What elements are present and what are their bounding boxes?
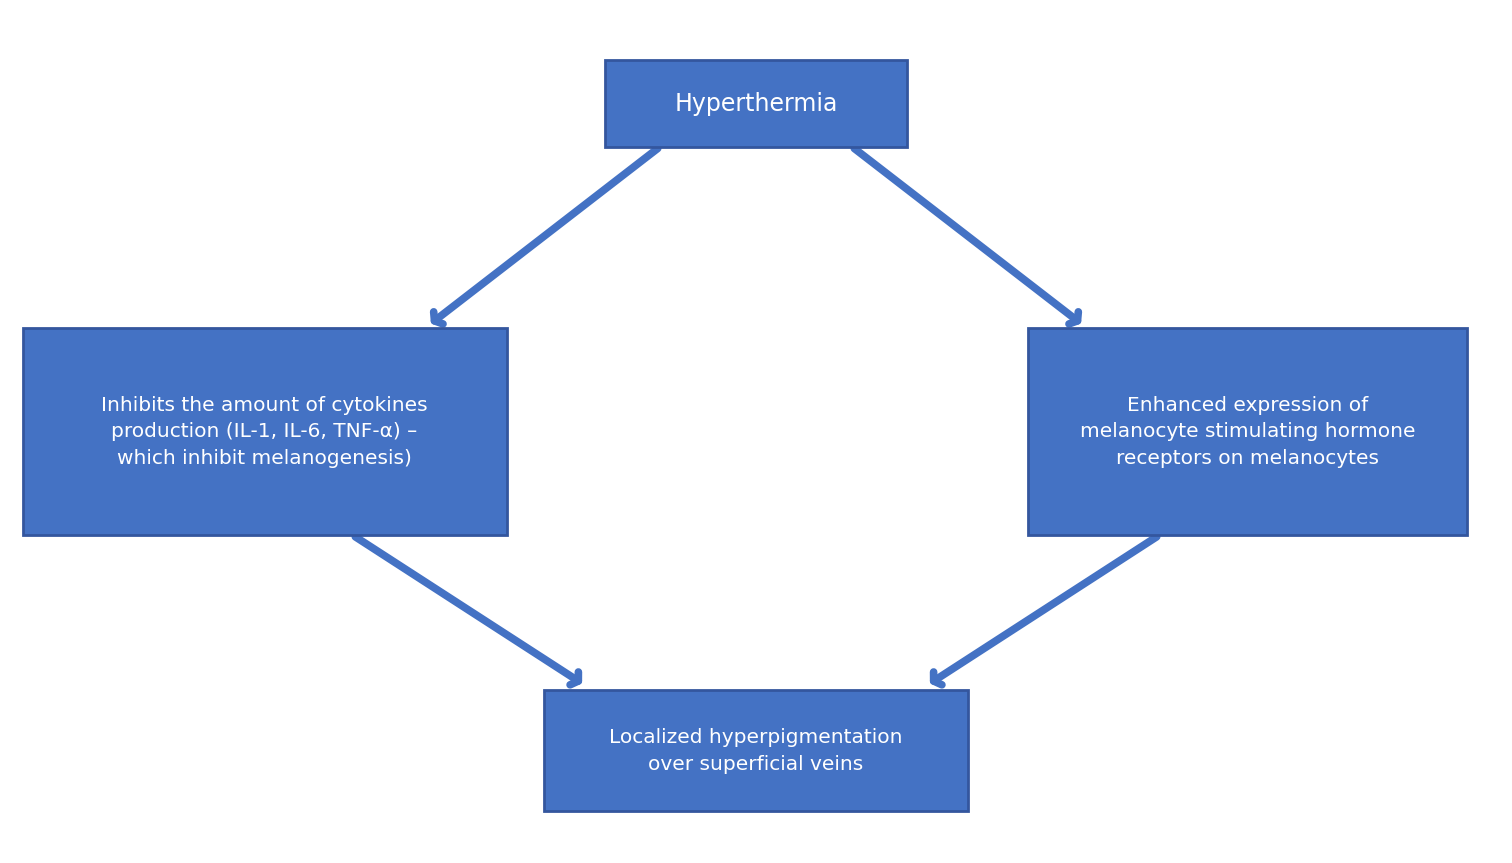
FancyBboxPatch shape (1028, 328, 1467, 535)
Text: Localized hyperpigmentation
over superficial veins: Localized hyperpigmentation over superfi… (609, 728, 903, 773)
Text: Enhanced expression of
melanocyte stimulating hormone
receptors on melanocytes: Enhanced expression of melanocyte stimul… (1080, 395, 1415, 468)
FancyBboxPatch shape (605, 60, 907, 147)
FancyBboxPatch shape (544, 690, 968, 811)
Text: Inhibits the amount of cytokines
production (IL-1, IL-6, TNF-α) –
which inhibit : Inhibits the amount of cytokines product… (101, 395, 428, 468)
Text: Hyperthermia: Hyperthermia (674, 91, 838, 116)
FancyBboxPatch shape (23, 328, 507, 535)
